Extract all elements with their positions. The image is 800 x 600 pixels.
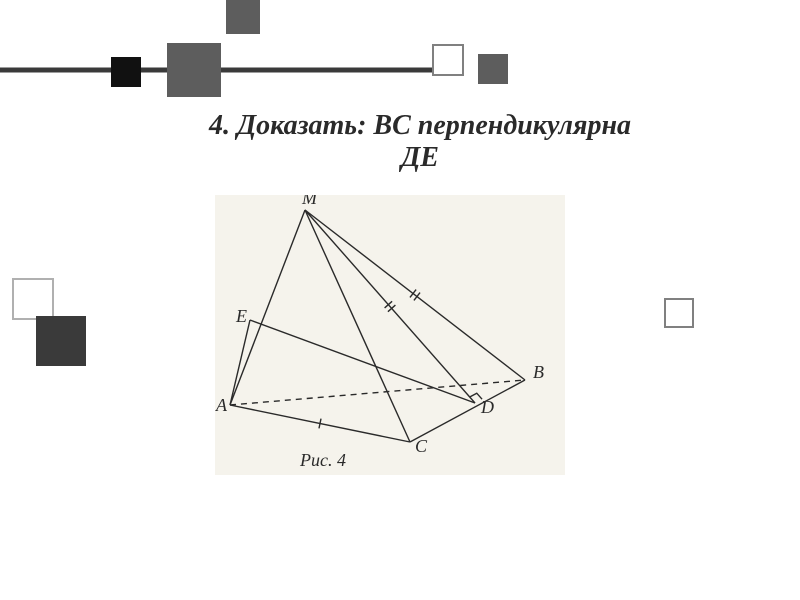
decor-square-0 bbox=[226, 0, 260, 34]
tick-MB-1 bbox=[414, 293, 420, 301]
decor-square-6 bbox=[36, 316, 86, 366]
figure-box: M A E C B D bbox=[215, 195, 565, 475]
edge-C-B bbox=[410, 380, 525, 442]
figure-caption: Рис. 4 bbox=[300, 450, 346, 471]
decor-square-1 bbox=[167, 43, 221, 97]
decor-square-4 bbox=[478, 54, 508, 84]
decor-square-5 bbox=[12, 278, 54, 320]
decor-square-7 bbox=[664, 298, 694, 328]
vertex-label-C: C bbox=[415, 436, 428, 456]
vertex-label-E: E bbox=[235, 306, 247, 326]
tick-MB-0 bbox=[410, 290, 416, 298]
edge-M-B bbox=[305, 210, 525, 380]
edge-M-C bbox=[305, 210, 410, 442]
decor-square-2 bbox=[111, 57, 141, 87]
tick-AC-0 bbox=[319, 419, 321, 429]
heading-line2: ДЕ bbox=[40, 142, 800, 174]
figure-svg: M A E C B D bbox=[215, 195, 565, 475]
edge-E-D bbox=[250, 320, 475, 403]
edge-M-D bbox=[305, 210, 475, 403]
vertex-label-M: M bbox=[301, 195, 318, 208]
decor-square-3 bbox=[432, 44, 464, 76]
heading-line1: 4. Доказать: BC перпендикулярна bbox=[40, 110, 800, 142]
problem-heading: 4. Доказать: BC перпендикулярна ДЕ bbox=[40, 110, 800, 174]
vertex-label-A: A bbox=[215, 395, 228, 415]
vertex-label-B: B bbox=[533, 362, 544, 382]
vertex-label-D: D bbox=[480, 397, 494, 417]
